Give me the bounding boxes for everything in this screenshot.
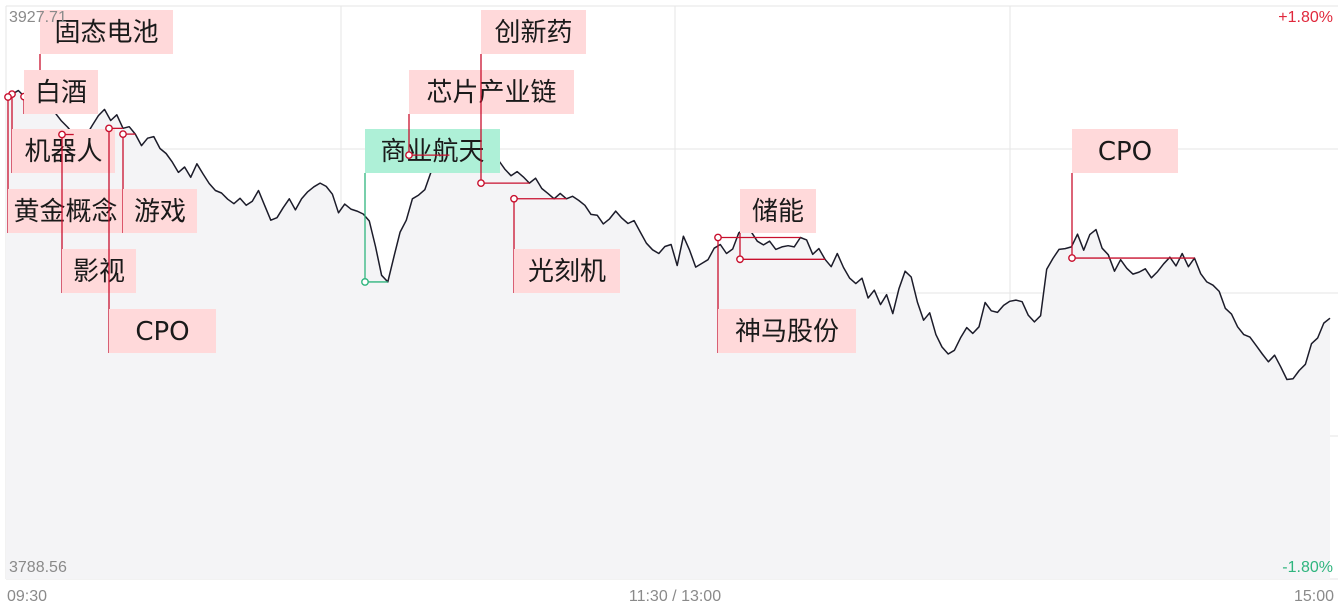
y-axis-top-label: 3927.71	[9, 9, 67, 26]
marker-point[interactable]	[119, 130, 127, 139]
sector-tag-label[interactable]: 神马股份	[735, 317, 839, 347]
sector-tag-bg[interactable]	[8, 189, 123, 233]
sector-tag-bg[interactable]	[123, 189, 197, 233]
marker-point[interactable]	[714, 233, 722, 242]
marker-point[interactable]	[4, 93, 12, 101]
sector-tag-bg[interactable]	[481, 10, 586, 54]
sector-tag-label[interactable]: 游戏	[134, 197, 186, 227]
marker-point[interactable]	[58, 130, 66, 139]
sector-tag-bg[interactable]	[514, 249, 620, 293]
pct-bottom-label: -1.80%	[1282, 559, 1333, 576]
marker-point[interactable]	[1068, 254, 1076, 262]
price-area	[6, 90, 1330, 579]
marker-point[interactable]	[405, 151, 413, 160]
sector-tag-label[interactable]: CPO	[1098, 137, 1152, 167]
x-axis-label-close: 15:00	[1294, 588, 1334, 605]
sector-tag-label[interactable]: 影视	[73, 257, 125, 287]
sector-tag-label[interactable]: 储能	[752, 197, 804, 227]
sector-tag-bg[interactable]	[718, 309, 856, 353]
marker-point[interactable]	[105, 124, 113, 133]
sector-tag-label[interactable]: CPO	[135, 317, 189, 347]
pct-top-label: +1.80%	[1278, 9, 1333, 26]
sector-tag-bg[interactable]	[62, 249, 136, 293]
sector-tag-bg[interactable]	[109, 309, 216, 353]
sector-tag-label[interactable]: 机器人	[24, 137, 102, 167]
sector-tag-bg[interactable]	[409, 70, 574, 114]
sector-tag-bg[interactable]	[740, 189, 816, 233]
y-axis-bottom-label: 3788.56	[9, 559, 67, 576]
sector-tag-label[interactable]: 光刻机	[528, 257, 606, 287]
sector-tag-label[interactable]: 白酒	[35, 78, 87, 108]
marker-point[interactable]	[736, 255, 744, 264]
sector-tag-label[interactable]: 固态电池	[54, 18, 158, 48]
sector-tag-bg[interactable]	[1072, 129, 1178, 173]
marker-point[interactable]	[361, 278, 369, 286]
sector-tag-bg[interactable]	[40, 10, 173, 54]
marker-point[interactable]	[510, 194, 518, 203]
x-axis-label-midday: 11:30 / 13:00	[629, 588, 721, 605]
marker-point[interactable]	[477, 179, 485, 188]
x-axis-label-open: 09:30	[7, 588, 47, 605]
sector-tag-label[interactable]: 芯片产业链	[426, 78, 556, 108]
sector-tag-bg[interactable]	[365, 129, 500, 173]
sector-tag-bg[interactable]	[24, 70, 98, 114]
sector-tag-label[interactable]: 黄金概念	[13, 197, 117, 227]
sector-tag-label[interactable]: 商业航天	[380, 137, 484, 167]
sector-tag-label[interactable]: 创新药	[494, 18, 572, 48]
